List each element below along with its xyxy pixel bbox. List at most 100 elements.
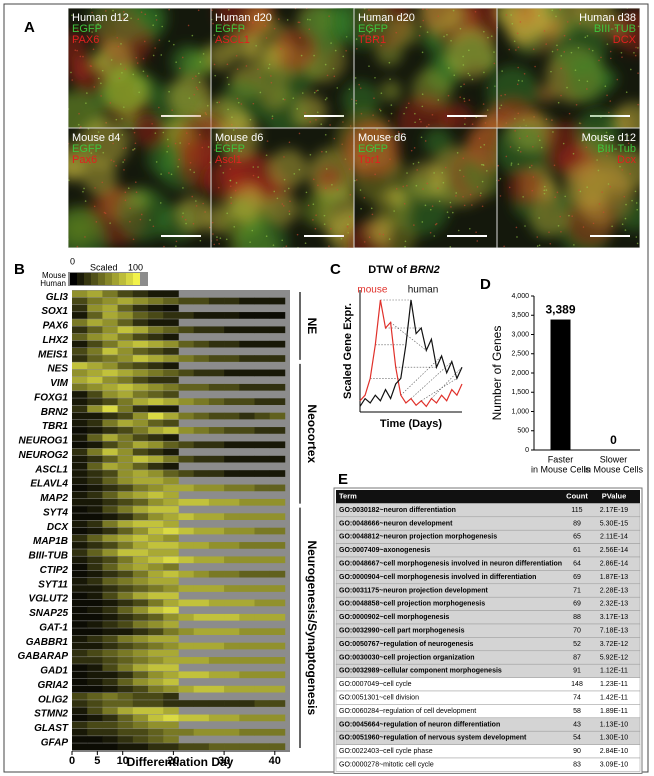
speckle <box>115 165 117 167</box>
table-cell: 1.89E-11 <box>600 708 628 715</box>
heatmap-cell <box>208 441 225 449</box>
speckle <box>500 94 502 97</box>
heatmap-cell <box>208 527 225 535</box>
speckle <box>508 48 511 51</box>
heatmap-cell <box>208 427 225 434</box>
speckle <box>259 76 262 79</box>
speckle <box>586 186 588 189</box>
cell-cluster <box>446 28 498 80</box>
speckle <box>189 161 192 164</box>
chart-title: DTW of BRN2 <box>368 264 440 276</box>
speckle <box>499 195 502 197</box>
speckle <box>609 100 612 102</box>
speckle <box>273 190 276 193</box>
heatmap-cell <box>224 657 240 664</box>
image-label: BIII-TUB <box>594 23 636 35</box>
speckle <box>182 212 184 214</box>
heatmap-cell <box>102 427 118 434</box>
speckle <box>372 28 374 31</box>
heatmap-cell <box>132 326 149 334</box>
speckle <box>448 67 450 69</box>
heatmap-cell <box>148 599 164 607</box>
heatmap-cell <box>102 484 118 492</box>
speckle <box>433 235 436 237</box>
speckle <box>447 94 450 97</box>
speckle <box>168 90 170 93</box>
speckle <box>510 164 513 166</box>
speckle <box>103 211 106 214</box>
heatmap-cell <box>224 714 240 722</box>
heatmap-cell <box>254 585 271 592</box>
cell-cluster <box>100 66 149 115</box>
heatmap-cell <box>224 585 240 592</box>
heatmap-cell <box>269 355 286 362</box>
speckle <box>219 237 222 239</box>
heatmap-cell <box>132 391 149 398</box>
speckle <box>115 118 118 121</box>
cell-cluster <box>574 166 633 226</box>
speckle <box>227 108 229 111</box>
heatmap-cell <box>178 369 194 377</box>
speckle <box>410 149 413 152</box>
y-tick-label: 3,500 <box>511 312 529 319</box>
heatmap-cell <box>102 621 118 628</box>
heatmap-cell <box>148 635 164 643</box>
heatmap-cell <box>269 412 286 420</box>
heatmap-cell <box>148 391 164 398</box>
heatmap-cell <box>269 642 286 650</box>
speckle <box>422 188 424 190</box>
speckle <box>231 27 234 29</box>
heatmap-cell <box>208 484 225 492</box>
heatmap-cell <box>132 484 149 492</box>
speckle <box>501 70 503 72</box>
heatmap-cell <box>254 455 271 463</box>
heatmap-cell <box>72 398 88 405</box>
cell-cluster <box>168 75 214 120</box>
heatmap-cell <box>163 549 179 556</box>
speckle <box>170 173 173 176</box>
image-label: Tbr1 <box>358 154 381 166</box>
speckle <box>129 220 131 223</box>
table-header <box>336 490 640 504</box>
speckle <box>422 19 425 22</box>
heatmap-cell <box>224 527 240 535</box>
table-cell: 1.12E-11 <box>600 668 628 675</box>
heatmap-cell <box>117 398 134 405</box>
table-cell: 1.13E-10 <box>600 721 629 728</box>
heatmap-cell <box>117 513 134 520</box>
speckle <box>355 179 358 181</box>
heatmap-cell <box>193 355 210 362</box>
speckle <box>201 146 204 149</box>
heatmap-cell <box>254 470 271 477</box>
heatmap-cell <box>163 491 179 499</box>
heatmap-cell <box>87 685 103 693</box>
speckle <box>426 182 429 185</box>
heatmap-cell <box>87 642 103 650</box>
speckle <box>175 61 177 63</box>
speckle <box>273 27 276 30</box>
legend-label: 100 <box>128 262 143 272</box>
speckle <box>360 207 362 210</box>
speckle <box>606 155 608 157</box>
legend-swatch <box>70 273 77 285</box>
heatmap-cell <box>148 326 164 334</box>
speckle <box>469 193 472 196</box>
heatmap-cell <box>102 585 118 592</box>
speckle <box>468 74 471 77</box>
table-cell: GO:0022403~cell cycle phase <box>339 748 433 755</box>
heatmap-cell <box>254 484 271 492</box>
heatmap-cell <box>87 736 103 743</box>
speckle <box>633 52 635 54</box>
heatmap-cell <box>117 312 134 319</box>
heatmap-cell <box>72 685 88 693</box>
speckle <box>347 231 350 234</box>
speckle <box>158 106 160 109</box>
heatmap-cell <box>163 376 179 384</box>
speckle <box>621 168 624 171</box>
speckle <box>79 55 82 58</box>
heatmap-cell <box>148 376 164 384</box>
image-label: Human d20 <box>358 12 415 24</box>
speckle <box>271 115 274 117</box>
speckle <box>499 177 502 180</box>
heatmap-cell <box>224 570 240 578</box>
